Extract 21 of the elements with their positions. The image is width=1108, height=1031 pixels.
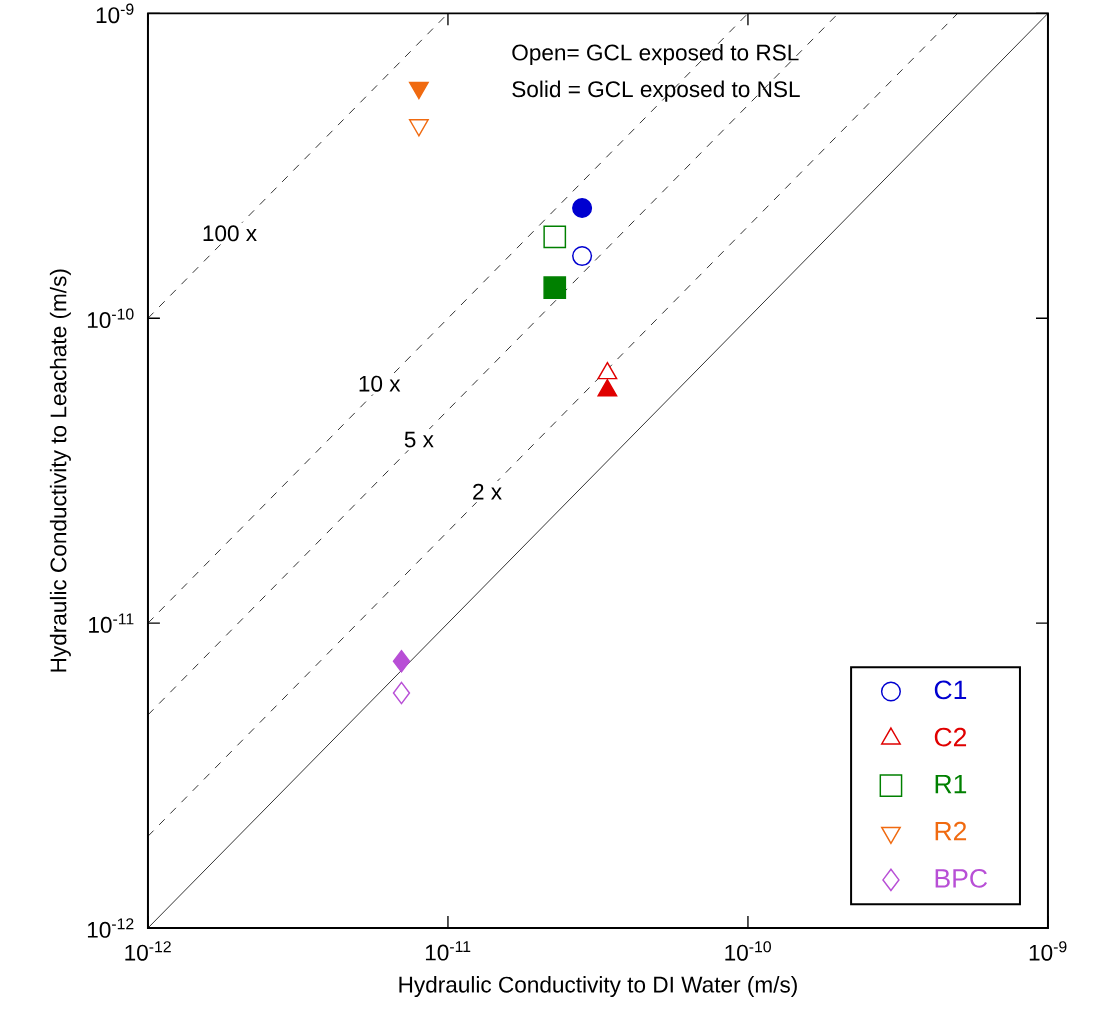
y-axis-title: Hydraulic Conductivity to Leachate (m/s) <box>49 269 71 672</box>
annotation: 100 x <box>203 225 257 242</box>
y-tick-label: 10$^{-12}$ <box>87 918 134 939</box>
annotation: Open= GCL exposed to RSL <box>512 44 799 66</box>
annotation: 2 x <box>473 483 502 500</box>
legend-label: C2 <box>934 727 967 747</box>
legend-label: R1 <box>935 775 967 794</box>
annotation: 5 x <box>404 431 434 448</box>
legend-label: BPC <box>935 869 988 888</box>
x-tick-label: 10$^{-11}$ <box>425 941 471 961</box>
legend-label: C1 <box>934 680 967 700</box>
x-tick-label: 10$^{-10}$ <box>725 941 771 961</box>
annotation: 10 x <box>359 375 401 392</box>
y-tick-label: 10$^{-10}$ <box>87 308 134 329</box>
y-tick-label: 10$^{-9}$ <box>96 3 134 24</box>
x-tick-label: 10$^{-9}$ <box>1029 941 1067 961</box>
x-axis-title: Hydraulic Conductivity to DI Water (m/s) <box>399 976 797 998</box>
annotation: Solid = GCL exposed to NSL <box>512 80 800 102</box>
legend-label: R2 <box>935 821 967 841</box>
y-tick-label: 10$^{-11}$ <box>89 613 134 634</box>
x-tick-label: 10$^{-12}$ <box>125 941 171 961</box>
